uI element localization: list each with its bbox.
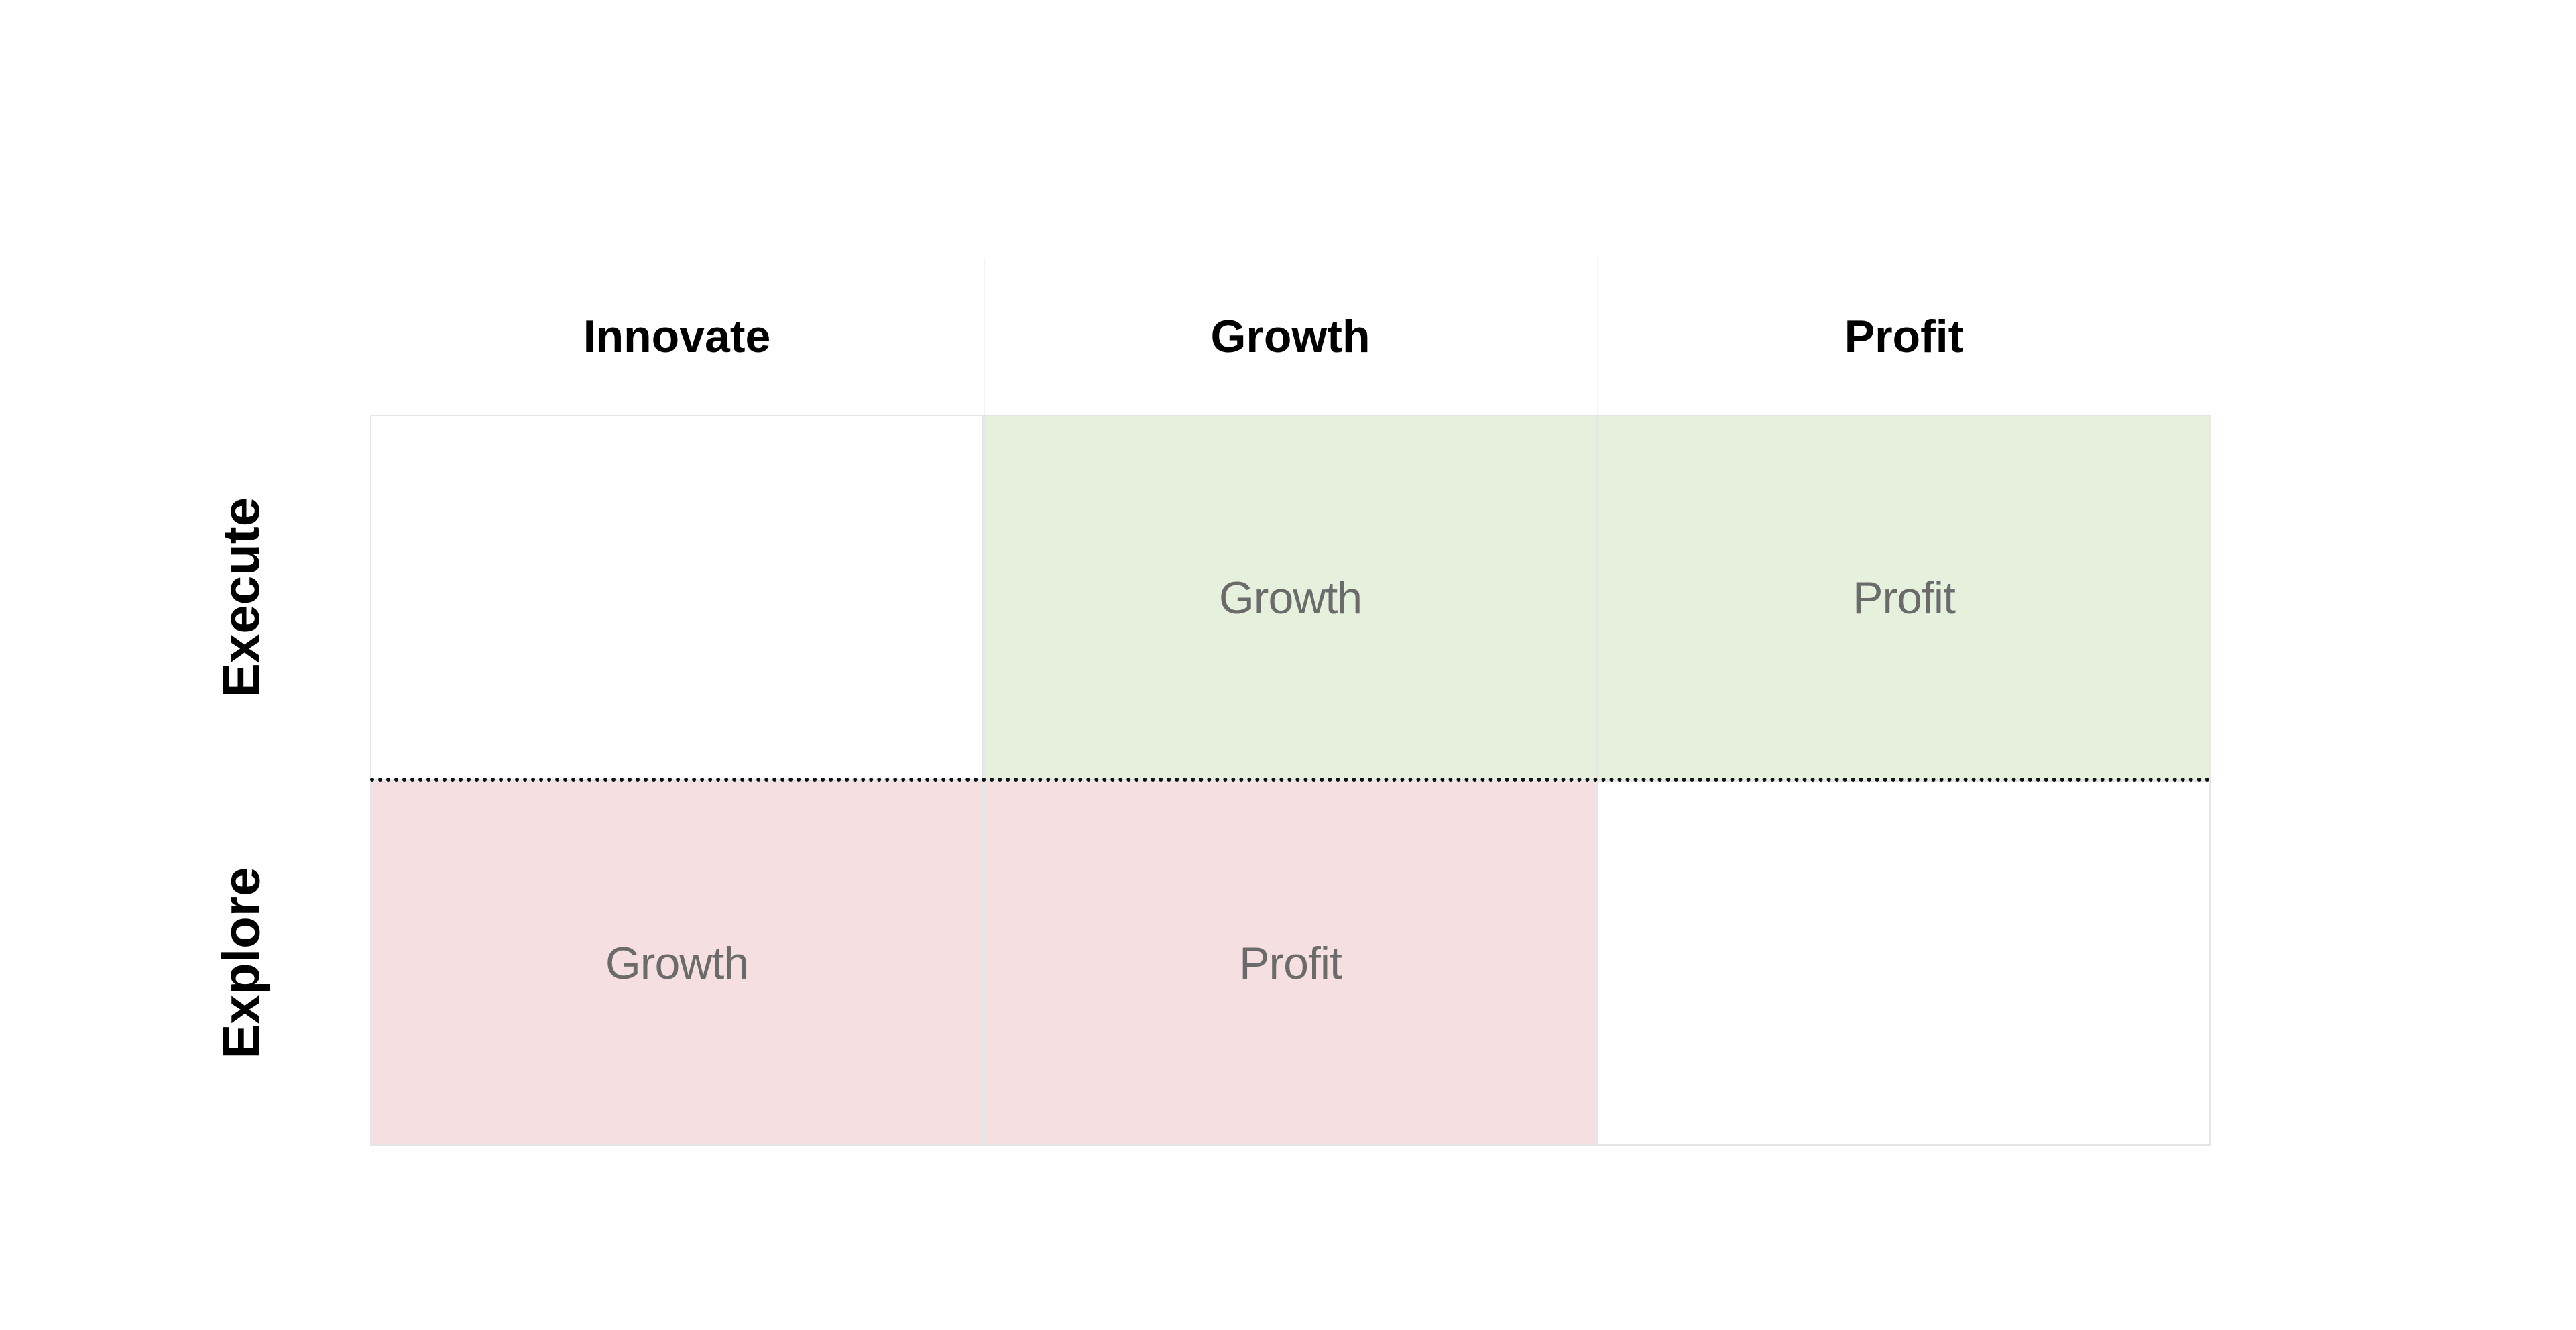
cell-execute-profit: Profit bbox=[1597, 415, 2211, 780]
column-divider bbox=[1597, 258, 1598, 415]
row-divider-dotted-line bbox=[370, 778, 2211, 782]
column-header-innovate: Innovate bbox=[583, 311, 771, 362]
row-header-execute-label: Execute bbox=[211, 497, 271, 699]
row-header-explore-label: Explore bbox=[211, 867, 271, 1059]
cell-explore-growth: Profit bbox=[984, 780, 1597, 1146]
column-divider bbox=[984, 258, 985, 415]
cell-explore-innovate: Growth bbox=[370, 780, 984, 1146]
cell-execute-innovate bbox=[370, 415, 984, 780]
row-header-execute: Execute bbox=[201, 415, 282, 780]
row-header-explore: Explore bbox=[201, 780, 282, 1146]
column-header-profit: Profit bbox=[1844, 311, 1964, 362]
column-header-growth: Growth bbox=[1210, 311, 1370, 362]
cell-execute-growth: Growth bbox=[984, 415, 1597, 780]
cell-explore-profit bbox=[1597, 780, 2211, 1146]
